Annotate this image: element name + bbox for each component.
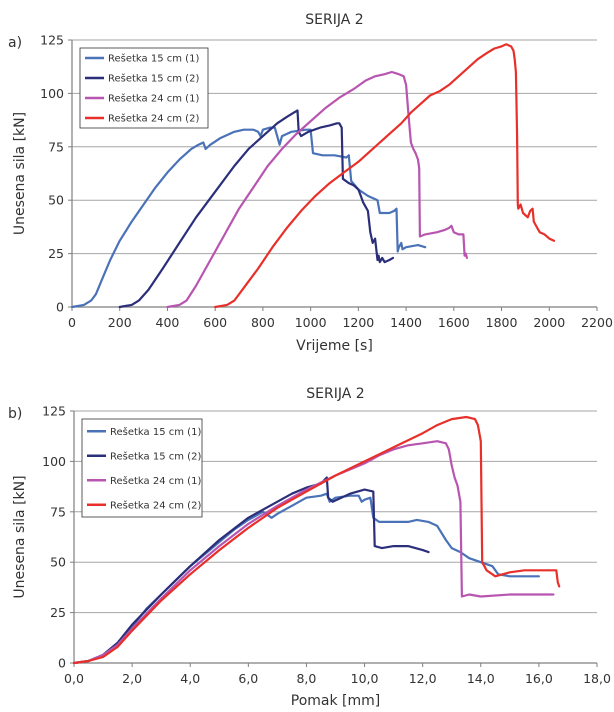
x-tick-label: 1200 (342, 315, 374, 330)
y-axis-label: Unesena sila [kN] (12, 112, 28, 235)
x-tick-label: 14,0 (467, 671, 495, 686)
y-tick-label: 50 (50, 555, 66, 570)
legend: Rešetka 15 cm (1) Rešetka 15 cm (2) Rešetk… (81, 418, 203, 518)
x-tick-label: 8,0 (296, 671, 316, 686)
legend-box (81, 418, 203, 518)
chart-panel-a: 0 200 400 600 800 1000 1200 1400 1600 1800 2000 220… (8, 12, 613, 354)
x-tick-label: 12,0 (409, 671, 437, 686)
y-tick-label: 125 (42, 404, 66, 419)
x-tick-label: 18,0 (583, 671, 611, 686)
x-tick-label: 0,0 (64, 671, 84, 686)
y-tick-label: 50 (48, 193, 64, 208)
x-tick-label: 0 (68, 315, 76, 330)
x-tick-label: 400 (156, 315, 180, 330)
y-tick-label: 75 (50, 504, 66, 519)
series-line-4 (72, 415, 561, 665)
x-axis-label: Vrijeme [s] (296, 338, 373, 354)
legend-entry: Rešetka 24 cm (2) (108, 113, 199, 125)
x-tick-label: 2000 (533, 315, 565, 330)
y-tick-label: 75 (48, 139, 64, 154)
y-tick-label: 0 (58, 656, 66, 671)
x-axis-label: Pomak [mm] (291, 693, 380, 709)
x-tick-label: 2,0 (122, 671, 142, 686)
x-tick-label: 200 (108, 315, 132, 330)
series-line-3 (72, 440, 555, 665)
x-tick-label: 2200 (581, 315, 613, 330)
legend-entry: Rešetka 24 cm (1) (110, 475, 201, 487)
y-tick-label: 25 (48, 246, 64, 261)
legend: Rešetka 15 cm (1) Rešetka 15 cm (2) Rešetk… (79, 47, 209, 129)
x-tick-label: 6,0 (238, 671, 258, 686)
legend-entry: Rešetka 15 cm (1) (108, 53, 199, 65)
x-tick-label: 800 (251, 315, 275, 330)
legend-entry: Rešetka 15 cm (1) (110, 426, 201, 438)
y-tick-label: 100 (40, 86, 64, 101)
y-tick-label: 100 (42, 454, 66, 469)
x-tick-label: 1000 (295, 315, 327, 330)
x-tick-label: 600 (203, 315, 227, 330)
series-line-1 (70, 126, 427, 309)
x-tick-label: 1800 (486, 315, 518, 330)
series-line-2 (118, 109, 395, 309)
x-tick-label: 1400 (390, 315, 422, 330)
chart-title: SERIJA 2 (305, 12, 363, 28)
y-axis-label: Unesena sila [kN] (12, 475, 28, 598)
series-line-3 (166, 70, 468, 309)
legend-entry: Rešetka 24 cm (2) (110, 499, 201, 511)
series-line-4 (214, 43, 556, 309)
legend-entry: Rešetka 15 cm (2) (108, 73, 199, 85)
legend-entry: Rešetka 24 cm (1) (108, 93, 199, 105)
chart-panel-b: 0,0 2,0 4,0 6,0 8,0 10,0 12,0 14,0 16,0 18,0 0 25 50… (8, 386, 611, 709)
y-tick-label: 0 (56, 300, 64, 315)
x-tick-label: 16,0 (525, 671, 553, 686)
x-tick-label: 1600 (438, 315, 470, 330)
y-tick-label: 25 (50, 605, 66, 620)
chart-title: SERIJA 2 (306, 386, 364, 402)
x-tick-label: 10,0 (351, 671, 379, 686)
legend-box (79, 47, 209, 129)
series-line-1 (72, 492, 540, 665)
panel-label: a) (8, 35, 22, 51)
legend-entry: Rešetka 15 cm (2) (110, 450, 201, 462)
panel-label: b) (8, 406, 22, 422)
x-tick-label: 4,0 (180, 671, 200, 686)
y-tick-label: 125 (40, 33, 64, 48)
